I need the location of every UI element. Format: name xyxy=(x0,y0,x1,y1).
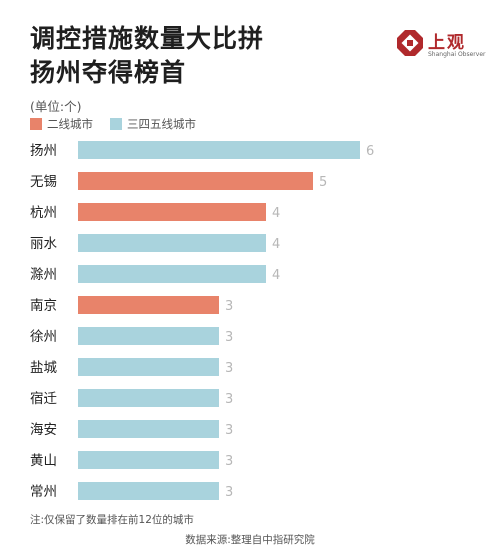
bar xyxy=(78,203,266,221)
category-label: 扬州 xyxy=(30,143,57,159)
data-label: 6 xyxy=(366,144,374,159)
unit-label: (单位:个) xyxy=(30,99,82,114)
category-label: 杭州 xyxy=(30,205,57,221)
bar xyxy=(78,296,219,314)
legend-swatch-tier345 xyxy=(110,118,122,130)
bar xyxy=(78,389,219,407)
category-label: 丽水 xyxy=(30,236,57,252)
bar xyxy=(78,451,219,469)
data-label: 3 xyxy=(225,299,233,314)
category-label: 盐城 xyxy=(30,360,57,376)
category-label: 宿迁 xyxy=(30,390,57,407)
bar xyxy=(78,327,219,345)
bar xyxy=(78,358,219,376)
legend-item-tier345: 三四五线城市 xyxy=(110,116,196,132)
data-label: 4 xyxy=(272,206,280,221)
logo-name: 上观 xyxy=(428,33,466,53)
legend-label-tier345: 三四五线城市 xyxy=(127,117,196,131)
category-label: 无锡 xyxy=(30,174,57,190)
legend-label-tier2: 二线城市 xyxy=(47,117,93,131)
logo-subtitle: Shanghai Observer xyxy=(428,51,486,58)
title-line-2: 扬州夺得榜首 xyxy=(30,58,187,87)
bar xyxy=(78,141,360,159)
bar xyxy=(78,482,219,500)
category-label: 黄山 xyxy=(30,453,57,469)
shanghai-observer-logo: 上观 Shanghai Observer xyxy=(396,27,486,67)
data-label: 3 xyxy=(225,361,233,376)
data-label: 3 xyxy=(225,485,233,500)
data-label: 3 xyxy=(225,330,233,345)
legend-item-tier2: 二线城市 xyxy=(30,116,93,132)
data-label: 3 xyxy=(225,392,233,407)
bar xyxy=(78,265,266,283)
data-label: 3 xyxy=(225,454,233,469)
legend-swatch-tier2 xyxy=(30,118,42,130)
category-label: 南京 xyxy=(30,298,57,314)
data-label: 4 xyxy=(272,268,280,283)
data-label: 5 xyxy=(319,175,327,190)
category-label: 滁州 xyxy=(30,267,57,283)
footnote: 注:仅保留了数量排在前12位的城市 xyxy=(30,514,194,526)
logo-octagon-icon xyxy=(397,30,423,56)
bar xyxy=(78,234,266,252)
category-label: 海安 xyxy=(30,422,57,438)
data-label: 4 xyxy=(272,237,280,252)
category-label: 常州 xyxy=(30,484,57,500)
data-label: 3 xyxy=(225,423,233,438)
category-label: 徐州 xyxy=(30,329,57,345)
data-source: 数据来源:整理自中指研究院 xyxy=(185,534,315,546)
bar xyxy=(78,172,313,190)
bar xyxy=(78,420,219,438)
title-line-1: 调控措施数量大比拼 xyxy=(30,24,265,53)
